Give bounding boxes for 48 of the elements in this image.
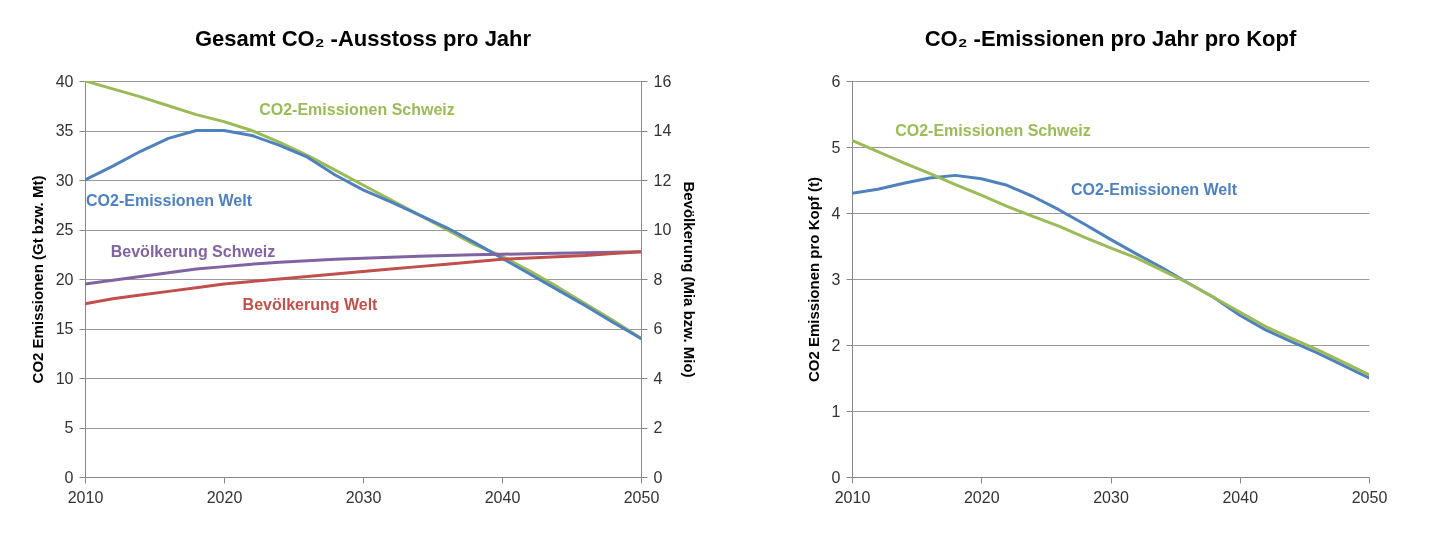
y-tick-label: 1	[831, 402, 841, 420]
line-series	[85, 129, 641, 340]
y2-tick-label: 14	[653, 122, 672, 139]
y2-tick-label: 4	[653, 369, 663, 387]
x-tick-label: 2030	[1093, 488, 1129, 506]
y-axis-title: CO2 Emissionen (Gt bzw. Mt)	[28, 175, 46, 384]
y2-tick-label: 0	[653, 468, 663, 486]
series-label: CO2-Emissionen Welt	[86, 192, 253, 209]
y-tick-label: 4	[831, 204, 841, 222]
y2-tick-label: 12	[653, 171, 672, 189]
y-tick-label: 40	[55, 72, 74, 90]
y-tick-label: 10	[55, 369, 74, 387]
series-label: CO2-Emissionen Schweiz	[895, 122, 1091, 139]
y2-tick-label: 16	[653, 72, 672, 90]
y-tick-label: 2	[831, 336, 841, 354]
y-tick-label: 5	[831, 138, 841, 156]
y-tick-label: 0	[64, 468, 74, 486]
series-label: Bevölkerung Welt	[242, 296, 379, 313]
y-tick-label: 15	[55, 320, 74, 337]
x-tick-label: 2040	[1222, 488, 1259, 506]
x-tick-label: 2030	[345, 488, 382, 506]
series-label: Bevölkerung Schweiz	[110, 243, 276, 260]
x-tick-label: 2010	[67, 488, 104, 506]
series-label: CO2-Emissionen Welt	[1071, 181, 1238, 198]
y-tick-label: 0	[831, 468, 841, 486]
y2-tick-label: 8	[653, 270, 663, 288]
y2-axis-title: Bevölkerung (Mia bzw. Mio)	[681, 181, 699, 378]
y2-tick-label: 6	[653, 320, 663, 337]
y-tick-label: 30	[55, 171, 74, 189]
x-tick-label: 2020	[963, 488, 1000, 506]
x-tick-label: 2050	[623, 488, 660, 506]
x-tick-label: 2040	[484, 488, 521, 506]
y-tick-label: 6	[831, 72, 841, 90]
y-tick-label: 5	[64, 419, 74, 436]
y-tick-label: 35	[55, 122, 74, 139]
y-tick-label: 20	[55, 270, 74, 288]
x-tick-label: 2050	[1351, 488, 1388, 506]
y2-tick-label: 2	[653, 419, 663, 436]
y-tick-label: 25	[55, 221, 74, 238]
line-series	[852, 138, 1369, 377]
chart-title: Gesamt CO₂ -Ausstoss pro Jahr	[194, 26, 532, 51]
x-tick-label: 2020	[206, 488, 243, 506]
y-axis-title: CO2 Emissionen pro Kopf (t)	[804, 176, 822, 383]
series-label: CO2-Emissionen Schweiz	[259, 101, 455, 118]
y2-tick-label: 10	[653, 221, 672, 238]
y-tick-label: 3	[831, 270, 841, 288]
x-tick-label: 2010	[834, 488, 871, 506]
chart-title: CO₂ -Emissionen pro Jahr pro Kopf	[924, 26, 1297, 51]
